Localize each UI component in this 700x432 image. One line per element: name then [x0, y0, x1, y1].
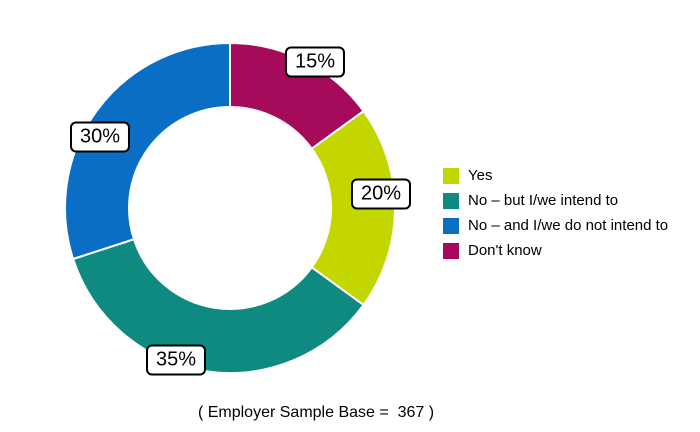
legend-item-label: Don't know	[468, 242, 542, 259]
legend-swatch-icon	[443, 217, 459, 234]
slice-value-label: 30%	[69, 121, 131, 153]
donut-slice	[64, 41, 231, 261]
legend-item-label: No – and I/we do not intend to	[468, 217, 669, 234]
legend-item: Yes	[443, 163, 668, 188]
donut-slice	[229, 41, 365, 151]
legend-item: No – and I/we do not intend to	[443, 213, 668, 238]
sample-base-caption: ( Employer Sample Base = 367 )	[197, 404, 435, 421]
legend-swatch-icon	[443, 192, 459, 209]
slice-value-label: 15%	[284, 46, 346, 78]
legend-item: Don't know	[443, 238, 668, 263]
legend-swatch-icon	[443, 242, 459, 259]
legend-item: No – but I/we intend to	[443, 188, 668, 213]
slice-value-label: 20%	[350, 178, 412, 210]
legend-item-label: No – but I/we intend to	[468, 192, 619, 209]
chart-legend: Yes No – but I/we intend to No – and I/we …	[443, 163, 668, 263]
donut-slice	[71, 237, 365, 374]
slice-value-label: 35%	[145, 344, 207, 376]
legend-item-label: Yes	[468, 167, 493, 184]
legend-swatch-icon	[443, 167, 459, 184]
